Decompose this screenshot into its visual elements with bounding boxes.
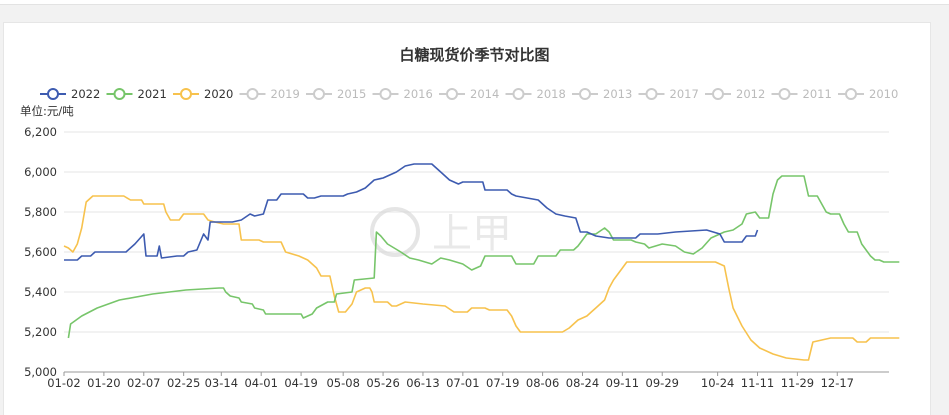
legend-label: 2017 (670, 87, 699, 101)
watermark-logo-icon (370, 207, 420, 257)
legend-label: 2019 (271, 87, 300, 101)
x-tick-label: 06-13 (406, 376, 439, 390)
legend-marker-icon (512, 88, 525, 100)
y-tick-label: 5,800 (24, 205, 57, 219)
series-line-2020 (63, 195, 900, 361)
legend-label: 2020 (204, 87, 233, 101)
legend-label: 2016 (404, 87, 433, 101)
x-tick-label: 09-11 (606, 376, 639, 390)
legend-marker-icon (778, 88, 791, 100)
legend-item-2012[interactable]: 2012 (705, 87, 765, 101)
x-tick-label: 07-19 (486, 376, 519, 390)
legend-item-2010[interactable]: 2010 (838, 87, 898, 101)
x-tick-label: 11-29 (781, 376, 814, 390)
chart-card (3, 22, 931, 415)
legend-marker-icon (180, 88, 192, 100)
legend-label: 2022 (71, 87, 100, 101)
x-tick-label: 02-07 (127, 376, 160, 390)
series-line-2021 (67, 175, 900, 339)
watermark-text: 上甲 (432, 211, 512, 257)
x-tick-label: 02-25 (167, 376, 200, 390)
legend-marker-icon (313, 88, 325, 100)
legend-marker-icon (579, 88, 591, 100)
y-tick-label: 5,600 (24, 245, 57, 259)
legend-item-2021[interactable]: 2021 (106, 87, 167, 101)
legend-item-2013[interactable]: 2013 (572, 87, 632, 101)
legend-marker-icon (446, 88, 458, 100)
legend-marker-icon (246, 88, 259, 100)
x-tick-label: 12-17 (821, 376, 854, 390)
y-tick-label: 6,000 (24, 165, 57, 179)
y-tick-label: 5,400 (24, 285, 57, 299)
unit-label: 单位:元/吨 (20, 104, 74, 118)
x-tick-label: 09-29 (646, 376, 679, 390)
x-tick-label: 01-20 (87, 376, 120, 390)
legend-marker-icon (712, 88, 724, 100)
legend-marker-icon (645, 88, 658, 100)
legend-item-2022[interactable]: 2022 (40, 87, 100, 101)
x-tick-label: 08-24 (566, 376, 599, 390)
legend-item-2015[interactable]: 2015 (306, 87, 366, 101)
legend-marker-icon (113, 88, 126, 100)
x-tick-label: 11-11 (741, 376, 774, 390)
legend-label: 2015 (337, 87, 366, 101)
x-tick-label: 03-14 (205, 376, 238, 390)
chart-title: 白糖现货价季节对比图 (399, 46, 550, 64)
x-tick-label: 10-24 (701, 376, 734, 390)
y-tick-label: 5,000 (24, 365, 57, 379)
x-tick-label: 04-19 (284, 376, 317, 390)
legend-item-2011[interactable]: 2011 (771, 87, 832, 101)
x-tick-label: 01-02 (47, 376, 80, 390)
top-toolbar-strip (0, 0, 949, 5)
legend-item-2020[interactable]: 2020 (173, 87, 233, 101)
y-axis: 5,000 5,200 5,400 5,600 5,800 6,000 6,200 (24, 125, 57, 379)
x-tick-label: 05-26 (366, 376, 399, 390)
legend-label: 2021 (138, 87, 167, 101)
x-axis: 01-02 01-20 02-07 02-25 03-14 04-01 04-19 05-08… (47, 372, 854, 390)
y-tick-label: 6,200 (24, 125, 57, 139)
x-tick-label: 08-06 (526, 376, 559, 390)
legend-item-2014[interactable]: 2014 (439, 87, 499, 101)
y-tick-label: 5,200 (24, 325, 57, 339)
legend-item-2018[interactable]: 2018 (505, 87, 566, 101)
legend-label: 2010 (869, 87, 898, 101)
legend-label: 2013 (603, 87, 632, 101)
legend-item-2017[interactable]: 2017 (638, 87, 699, 101)
watermark: 上甲 (370, 207, 512, 257)
legend-label: 2014 (470, 87, 499, 101)
legend-marker-icon (379, 88, 392, 100)
x-tick-label: 04-01 (244, 376, 277, 390)
legend: 2022 2021 2020 2019 2015 2016 2014 2018 2013 2017… (40, 87, 898, 101)
x-tick-label: 07-01 (446, 376, 479, 390)
legend-marker-icon (845, 88, 857, 100)
legend-marker-icon (47, 88, 59, 100)
series-layer (63, 163, 900, 361)
legend-item-2016[interactable]: 2016 (372, 87, 433, 101)
grid-lines (64, 131, 889, 373)
x-tick-label: 05-08 (326, 376, 359, 390)
series-line-2022 (64, 163, 759, 261)
legend-label: 2012 (736, 87, 765, 101)
legend-item-2019[interactable]: 2019 (239, 87, 300, 101)
legend-label: 2011 (803, 87, 832, 101)
legend-label: 2018 (537, 87, 566, 101)
